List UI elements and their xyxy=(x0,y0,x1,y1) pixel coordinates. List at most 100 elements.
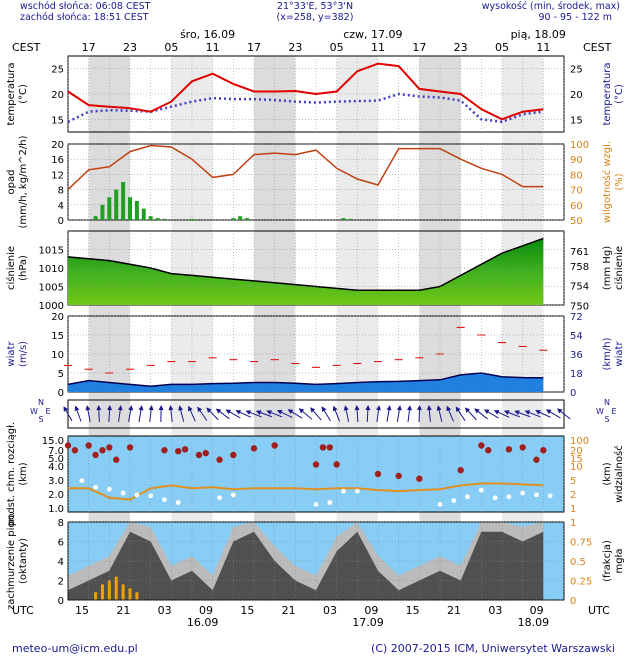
wind-area xyxy=(68,373,544,392)
compass-right-icon: E xyxy=(611,407,616,416)
wind-arrow-icon xyxy=(332,405,341,422)
wind-arrow-icon xyxy=(245,410,262,418)
wind-arrow-icon xyxy=(266,410,283,418)
wind-arrow-icon xyxy=(168,405,174,423)
precip-left-label-line: opad xyxy=(6,170,17,195)
wind-left-label-line: wiatr xyxy=(6,341,17,367)
wind-arrow-head xyxy=(376,405,382,411)
cloudbase-point xyxy=(374,470,382,478)
cloudbase-point xyxy=(202,449,209,457)
visibility-tick-left: 2.0 xyxy=(48,490,64,501)
cloud-left-label-line: zachmurzenie pion. xyxy=(6,512,17,610)
bottom-hour-label: 21 xyxy=(116,604,130,617)
extent-point xyxy=(341,488,346,494)
wind-arrow-head xyxy=(332,405,338,412)
bottom-day-label: 17.09 xyxy=(352,616,384,629)
top-hour-label: 17 xyxy=(82,41,96,54)
cloud-tick-left: 2 xyxy=(58,577,64,588)
wind-arrow-head xyxy=(74,405,80,412)
fog-right-label-line: (frakcja) xyxy=(602,540,613,582)
fog-bar xyxy=(121,584,125,600)
wind-arrow-head xyxy=(343,405,349,411)
cloud-left-label: zachmurzenie pion. (oktanty) xyxy=(6,512,29,610)
bottom-hour-label: 09 xyxy=(199,604,213,617)
wind-arrow-icon xyxy=(235,410,252,418)
temp-tick-right: 25 xyxy=(570,65,583,76)
bottom-tz-label-right: UTC xyxy=(588,604,610,617)
wind-arrow-head xyxy=(63,406,69,412)
wind-tick-right: 18 xyxy=(570,369,583,380)
pressure-tick-right: 758 xyxy=(570,262,589,273)
humidity-tick-right: 80 xyxy=(570,170,583,181)
wind-arrow-head xyxy=(158,405,164,411)
cloud-area xyxy=(68,531,544,600)
extent-point xyxy=(230,492,236,498)
cloudbase-point xyxy=(457,467,464,474)
wind-arrow-head xyxy=(215,408,222,414)
wind-arrow-icon xyxy=(524,410,541,418)
wind-arrow-head xyxy=(474,408,480,414)
temperature-left-label-line: temperatura xyxy=(6,62,17,125)
grid-text: (x=258, y=382) xyxy=(277,12,354,23)
wind-arrow-head xyxy=(483,409,490,415)
extent-point xyxy=(217,495,222,501)
cloudbase-point xyxy=(333,461,340,468)
wind-arrow-icon xyxy=(310,407,322,421)
humidity-tick-right: 90 xyxy=(570,155,583,166)
compass-left-icon: E xyxy=(45,407,50,416)
wind-arrow-icon xyxy=(416,405,422,423)
wind-arrow-icon xyxy=(365,405,371,423)
top-day-label: pią, 18.09 xyxy=(511,28,566,41)
bottom-hour-label: 15 xyxy=(406,604,420,617)
wind-line xyxy=(67,372,544,388)
top-hour-label: 05 xyxy=(164,41,178,54)
visibility-tick-right: 15 xyxy=(570,454,583,465)
footer-copyright: (C) 2007-2015 ICM, Uniwersytet Warszawsk… xyxy=(371,642,615,655)
wind-tick-left: 20 xyxy=(51,312,64,323)
precip-bar xyxy=(341,218,346,220)
wind-left-label-line: (m/s) xyxy=(18,341,29,367)
bottom-hour-label: 09 xyxy=(364,604,378,617)
fog-bar xyxy=(107,580,111,600)
fog-bar xyxy=(135,592,139,600)
cloudbase-point xyxy=(326,444,333,451)
cloudbase-point xyxy=(181,446,189,453)
elevation-label: wysokość (min, środek, max) xyxy=(482,1,620,12)
cloudbase-point xyxy=(540,447,547,454)
temperature-left-label-line: (°C) xyxy=(18,84,29,104)
wind-arrow-icon xyxy=(215,408,230,420)
precip-bar xyxy=(348,218,353,220)
pressure-area xyxy=(68,238,544,305)
pressure-left-label-line: (hPa) xyxy=(18,255,29,281)
visibility-tick-left: 4.0 xyxy=(48,462,64,473)
wind-arrow-head xyxy=(85,405,91,411)
visibility-right-label-line: widzialność xyxy=(613,445,625,502)
humidity-tick-right: 60 xyxy=(570,201,583,212)
top-hour-label: 11 xyxy=(371,41,385,54)
temp-tick-left: 15 xyxy=(51,115,64,126)
fog-right-label-line: mgła xyxy=(614,548,625,573)
wind-arrow-icon xyxy=(406,405,412,423)
compass-left-icon: W xyxy=(30,407,38,416)
extent-point xyxy=(492,495,498,501)
fog-tick-right: 0.75 xyxy=(570,538,592,549)
pressure-tick-left: 1005 xyxy=(39,283,64,294)
top-hour-label: 11 xyxy=(536,41,550,54)
top-hour-label: 23 xyxy=(123,41,137,54)
cloudbase-point xyxy=(64,442,72,449)
cloudbase-point xyxy=(126,444,134,451)
precip-left-label: opad (mm/h, kg/m^2/h) xyxy=(6,135,29,228)
wind-arrow-head xyxy=(406,405,412,411)
wind-tick-right: 54 xyxy=(570,331,583,342)
compass-left-icon: S xyxy=(38,415,43,424)
coords-text: 21°33'E, 53°3'N xyxy=(277,1,353,12)
bottom-hour-label: 03 xyxy=(323,604,337,617)
precip-bar xyxy=(128,197,132,220)
wind-arrow-head xyxy=(107,405,113,411)
pressure-tick-right: 754 xyxy=(570,282,589,293)
pressure-tick-right: 761 xyxy=(570,247,589,258)
cloudbase-point xyxy=(106,444,113,451)
precip-bar xyxy=(134,201,139,220)
wind-arrow-icon xyxy=(107,405,113,423)
